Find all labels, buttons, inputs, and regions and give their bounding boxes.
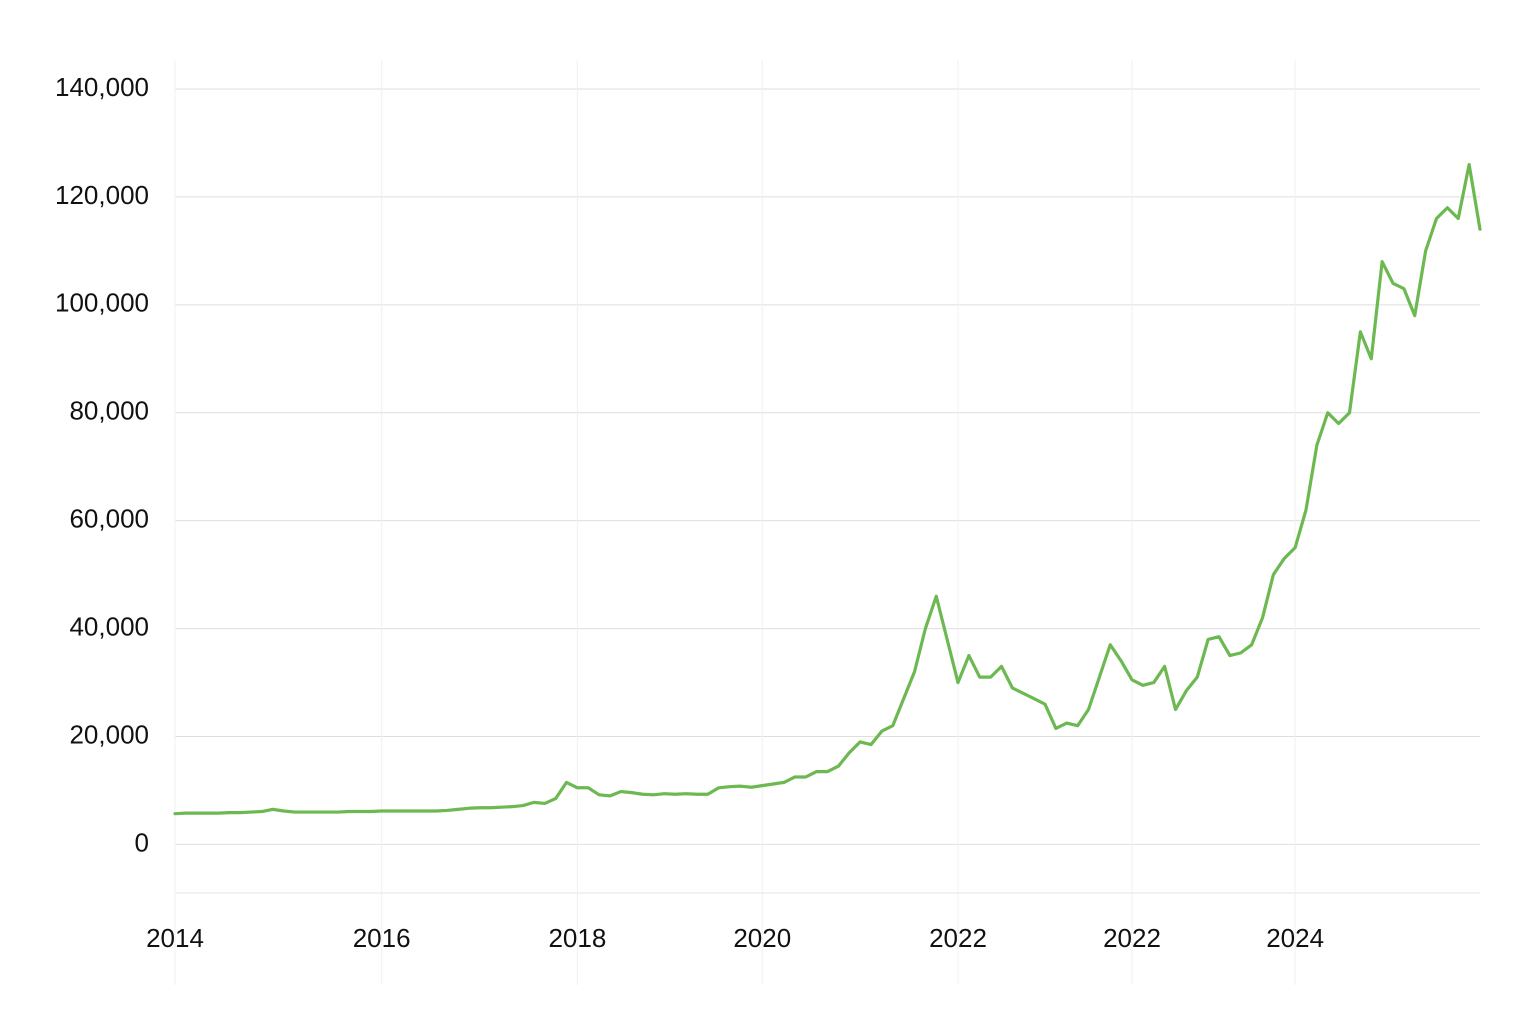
x-tick-label: 2022 [1103,923,1161,953]
y-tick-label: 100,000 [55,288,149,318]
y-tick-label: 0 [135,827,149,857]
y-tick-label: 20,000 [69,719,149,749]
y-tick-label: 120,000 [55,180,149,210]
x-tick-label: 2022 [929,923,987,953]
price-line [173,162,1482,816]
y-tick-label: 140,000 [55,72,149,102]
y-tick-label: 60,000 [69,504,149,534]
x-tick-label: 2018 [548,923,606,953]
x-tick-label: 2020 [733,923,791,953]
x-tick-label: 2016 [353,923,411,953]
x-tick-label: 2024 [1266,923,1324,953]
y-tick-label: 80,000 [69,396,149,426]
y-tick-label: 40,000 [69,611,149,641]
x-tick-label: 2014 [146,923,204,953]
